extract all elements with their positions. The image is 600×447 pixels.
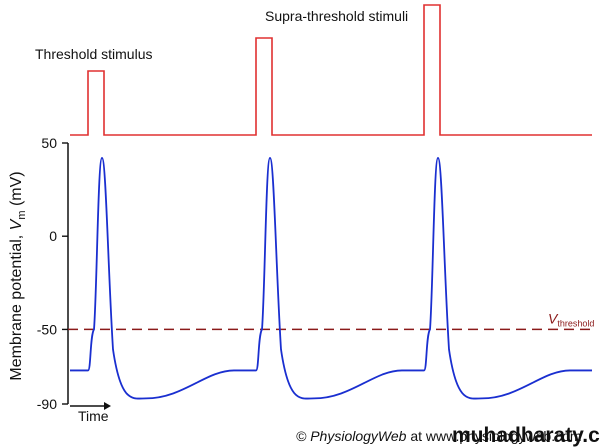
x-axis-label: Time xyxy=(78,408,109,424)
threshold-label: Vthreshold xyxy=(548,310,594,328)
credit-suffix: at www.physiologyweb.com xyxy=(406,428,581,444)
stimulus-trace xyxy=(70,4,592,136)
y-axis-label: Membrane potential, Vm (mV) xyxy=(8,171,28,380)
y-tick-label: 0 xyxy=(49,228,57,244)
y-tick-label: -90 xyxy=(37,396,57,412)
y-axis-label-vm: V xyxy=(8,218,25,230)
y-tick-label: 50 xyxy=(41,135,57,151)
threshold-label-v: V xyxy=(548,310,559,326)
threshold-stimulus-label: Threshold stimulus xyxy=(35,46,153,62)
y-axis-label-suffix: (mV) xyxy=(8,171,25,210)
y-axis-label-prefix: Membrane potential, xyxy=(8,230,25,380)
membrane-potential-trace xyxy=(70,157,592,400)
stimulus-trace-group xyxy=(70,4,592,136)
threshold-label-sub: threshold xyxy=(557,318,594,328)
time-arrow xyxy=(70,402,111,410)
credit-copyright: © PhysiologyWeb xyxy=(296,428,407,444)
credit-text: © PhysiologyWeb at www.physiologyweb.com xyxy=(296,428,582,444)
watermark-text: muhadharaty.com xyxy=(452,424,600,447)
y-axis-label-vm-sub: m xyxy=(16,210,28,219)
y-axis-ticks: 50 0 -50 -90 xyxy=(37,135,68,412)
y-tick-label: -50 xyxy=(37,321,57,337)
supra-threshold-stimuli-label: Supra-threshold stimuli xyxy=(265,8,408,24)
